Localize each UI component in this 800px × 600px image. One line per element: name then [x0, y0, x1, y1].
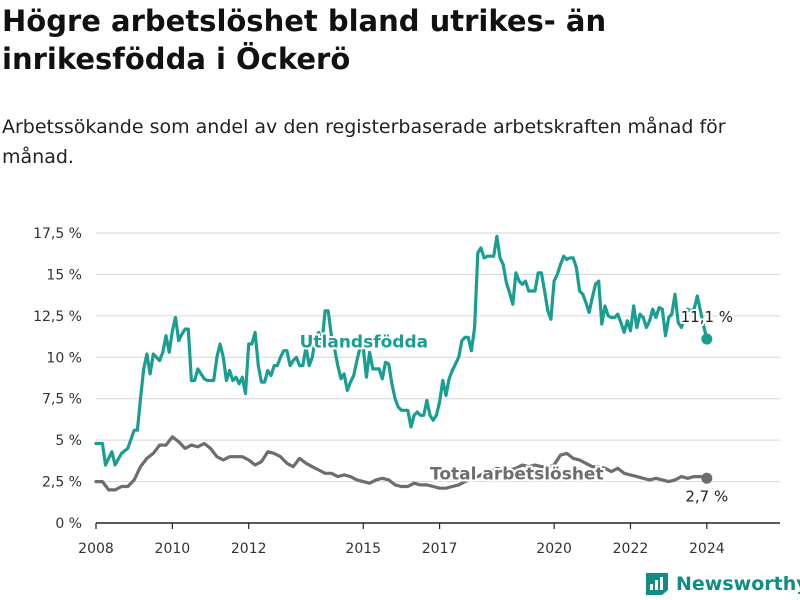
total-line: [94, 435, 709, 492]
y-tick-label: 5 %: [55, 433, 82, 449]
x-tick-label: 2015: [345, 541, 381, 557]
brand-logo: Newsworthy: [644, 568, 800, 600]
brand-name: Newsworthy: [676, 573, 800, 595]
series-labels: Utlandsfödda 11,1 % Total arbetslöshet 2,7 …: [298, 306, 735, 507]
last-value-label-utlandsfodda: 11,1 %: [681, 308, 733, 326]
x-tick-label: 2024: [689, 541, 725, 557]
last-value-label-total: 2,7 %: [685, 487, 728, 505]
utlandsfodda-end-marker: [701, 333, 713, 345]
x-tick-label: 2022: [613, 541, 649, 557]
utlandsfodda-line: [94, 234, 709, 467]
x-axis-ticks: 2008 2010 2012 2015 2017 2020 2022 2024: [78, 523, 725, 557]
x-tick-label: 2008: [78, 541, 114, 557]
y-tick-label: 7,5 %: [42, 392, 82, 408]
y-tick-label: 2,5 %: [42, 475, 82, 491]
y-axis-ticks: 0 % 2,5 % 5 % 7,5 % 10 % 12,5 % 15 % 17,5 %: [33, 226, 82, 532]
y-tick-label: 12,5 %: [33, 309, 82, 325]
y-tick-label: 15 %: [46, 267, 82, 283]
y-tick-label: 0 %: [55, 516, 82, 532]
y-tick-label: 10 %: [46, 350, 82, 366]
series-lines: [94, 234, 713, 492]
chart-title: Högre arbetslöshet bland utrikes- än inr…: [2, 4, 607, 76]
x-tick-label: 2020: [536, 541, 572, 557]
y-tick-label: 17,5 %: [33, 226, 82, 242]
x-tick-label: 2017: [422, 541, 458, 557]
chart-subtitle: Arbetssökande som andel av den registerb…: [2, 116, 726, 168]
total-end-marker: [701, 472, 713, 484]
series-label-total: Total arbetslöshet: [430, 465, 604, 485]
series-label-utlandsfodda: Utlandsfödda: [300, 333, 429, 353]
x-tick-label: 2010: [155, 541, 191, 557]
newsworthy-logo-icon: [646, 573, 668, 595]
x-tick-label: 2012: [231, 541, 267, 557]
